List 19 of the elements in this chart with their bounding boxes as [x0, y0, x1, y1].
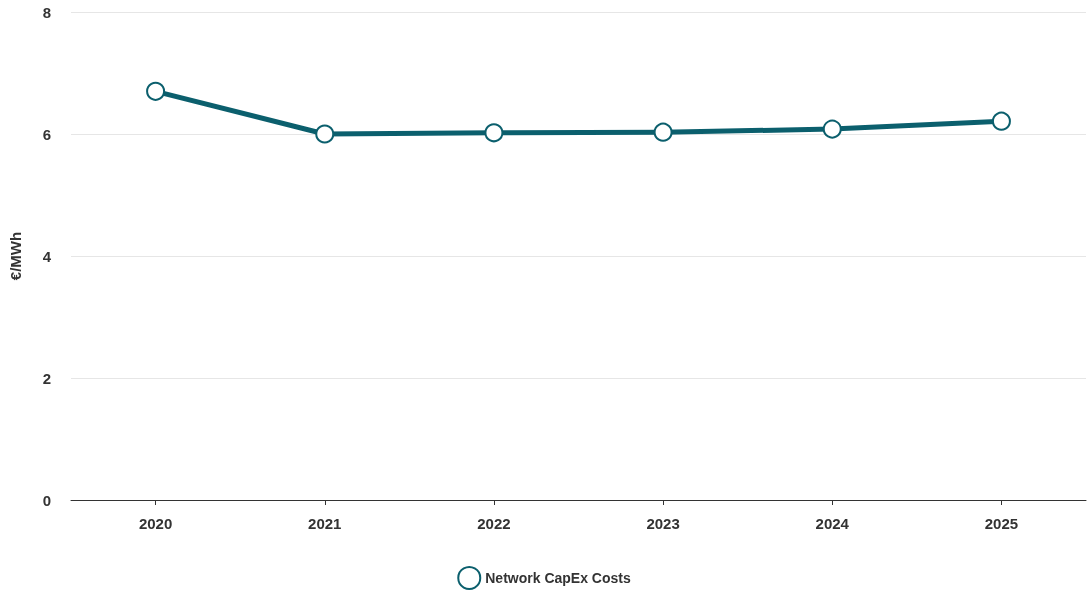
point: [484, 123, 504, 143]
point: [315, 124, 335, 144]
y-tick-label: 4: [42, 247, 52, 265]
legend-label: Network CapEx Costs: [485, 570, 631, 586]
y-tick-label: 0: [42, 491, 51, 509]
y-axis-title: €/MWh: [7, 231, 24, 281]
x-tick-label: 2023: [646, 515, 680, 532]
point: [991, 111, 1011, 131]
point: [822, 119, 842, 139]
y-tick-label: 6: [42, 125, 51, 143]
x-tick-label: 2024: [815, 515, 850, 532]
point: [653, 122, 673, 142]
x-tick-label: 2025: [984, 515, 1019, 532]
x-tick-label: 2021: [308, 515, 342, 532]
x-tick-label: 2020: [138, 515, 173, 532]
x-tick-label: 2022: [477, 515, 511, 532]
point: [146, 81, 166, 101]
y-tick-label: 2: [42, 369, 51, 387]
y-tick-label: 8: [42, 3, 51, 21]
